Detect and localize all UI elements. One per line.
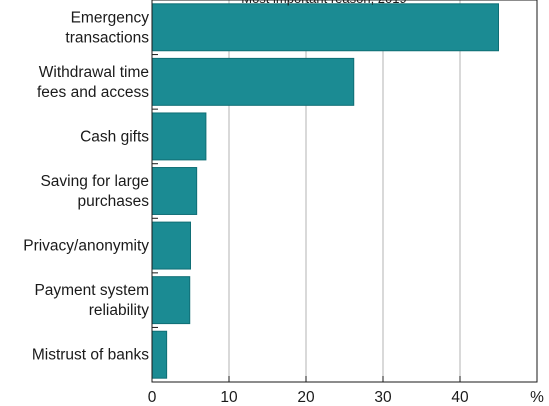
category-label: Mistrust of banks	[32, 347, 149, 364]
bar	[151, 221, 191, 270]
chart-title-text: Most important reason; 2019	[241, 0, 406, 6]
x-axis-ticks: 0 10 20 30 40%	[148, 376, 544, 406]
category-label: Privacy/anonymity	[23, 238, 149, 255]
bar	[151, 3, 499, 52]
bar	[151, 112, 207, 161]
category-label: Cash gifts	[80, 128, 149, 145]
bars	[151, 3, 499, 379]
category-label: transactions	[65, 29, 149, 46]
bar	[151, 330, 168, 379]
category-label: Saving for large	[40, 173, 149, 190]
bar	[151, 57, 355, 106]
x-tick-label: 40	[451, 389, 469, 406]
category-label: fees and access	[37, 84, 149, 101]
x-axis-unit: %	[530, 389, 544, 406]
category-label: Withdrawal time	[39, 64, 149, 81]
category-label: reliability	[89, 302, 150, 319]
plot-frame	[151, 0, 538, 383]
x-tick-label: 20	[297, 389, 315, 406]
category-labels: Emergency transactions Withdrawal time fees…	[23, 9, 158, 364]
category-label: Payment system	[34, 282, 149, 299]
bar	[151, 276, 191, 325]
x-tick-label: 0	[148, 389, 157, 406]
chart-title: Most important reason; 2019	[241, 0, 406, 6]
category-label: purchases	[77, 193, 149, 210]
x-tick-label: 10	[220, 389, 238, 406]
bar	[151, 167, 198, 215]
x-tick-label: 30	[374, 389, 392, 406]
category-label: Emergency	[71, 9, 150, 26]
